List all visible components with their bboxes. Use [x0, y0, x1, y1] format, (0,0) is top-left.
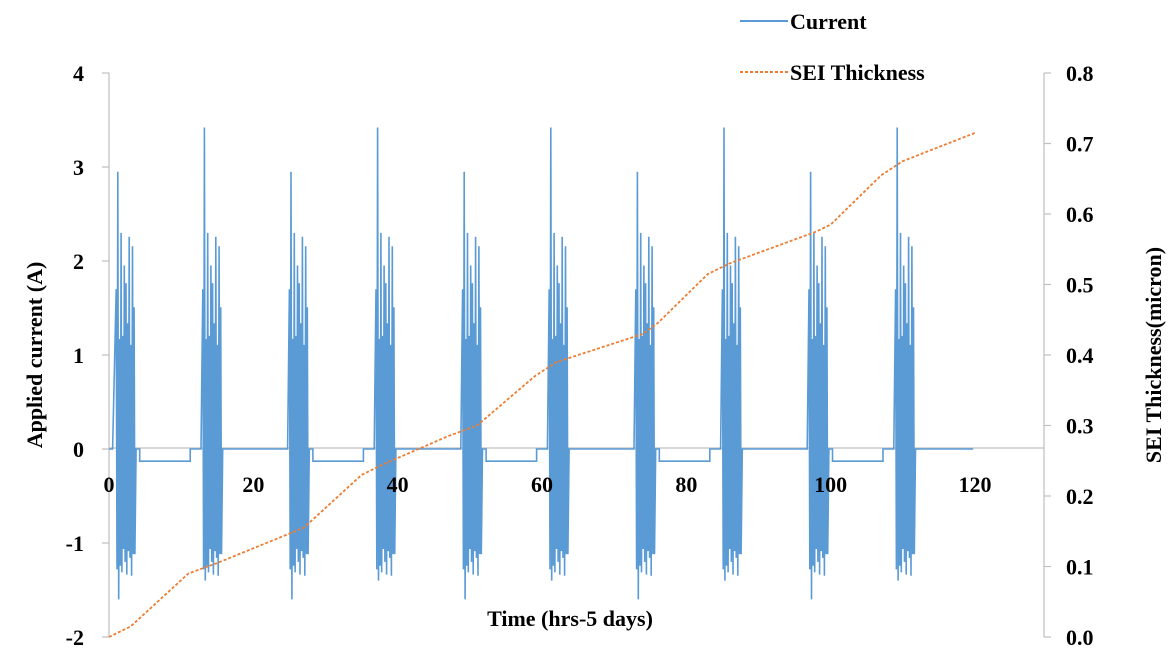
y2-tick-label: 0.8 [1066, 61, 1094, 86]
right-axis-ticks [1044, 72, 1051, 638]
y2-tick-label: 0.0 [1066, 625, 1094, 650]
legend-current-label: Current [790, 9, 867, 34]
current-line [109, 127, 974, 600]
legend-sei-label: SEI Thickness [790, 60, 925, 85]
y-tick-label: -2 [66, 625, 84, 650]
x-tick-label: 120 [959, 472, 992, 497]
y-tick-label: 3 [73, 155, 84, 180]
x-tick-label: 0 [104, 472, 115, 497]
x-tick-label: 40 [387, 472, 409, 497]
y2-tick-label: 0.1 [1066, 555, 1094, 580]
y2-tick-label: 0.5 [1066, 273, 1094, 298]
y-tick-label: 4 [73, 61, 84, 86]
y2-tick-label: 0.6 [1066, 202, 1094, 227]
y2-tick-label: 0.7 [1066, 132, 1094, 157]
sei-thickness-line [108, 132, 976, 638]
x-axis-title: Time (hrs-5 days) [487, 606, 653, 631]
x-tick-label: 80 [675, 472, 697, 497]
y-tick-label: 2 [73, 249, 84, 274]
y2-tick-label: 0.4 [1066, 343, 1094, 368]
x-tick-label: 100 [814, 472, 847, 497]
legend: Current SEI Thickness [740, 9, 925, 85]
left-axis-ticks [102, 72, 109, 638]
x-tick-label: 60 [531, 472, 553, 497]
y-tick-label: 0 [73, 437, 84, 462]
y-tick-label: -1 [66, 531, 84, 556]
y-tick-label: 1 [73, 343, 84, 368]
y2-tick-label: 0.2 [1066, 484, 1094, 509]
sei-thickness-series [108, 132, 976, 638]
x-tick-label: 20 [242, 472, 264, 497]
y-tick-labels: -2 -1 0 1 2 3 4 [66, 61, 84, 650]
y-axis-title: Applied current (A) [22, 262, 47, 449]
current-series [109, 127, 974, 600]
x-tick-labels: 0 20 40 60 80 100 120 [104, 472, 992, 497]
y2-tick-labels: 0.0 0.1 0.2 0.3 0.4 0.5 0.6 0.7 0.8 [1066, 61, 1094, 650]
y2-tick-label: 0.3 [1066, 414, 1094, 439]
y2-axis-title: SEI Thickness(micron) [1141, 247, 1166, 463]
